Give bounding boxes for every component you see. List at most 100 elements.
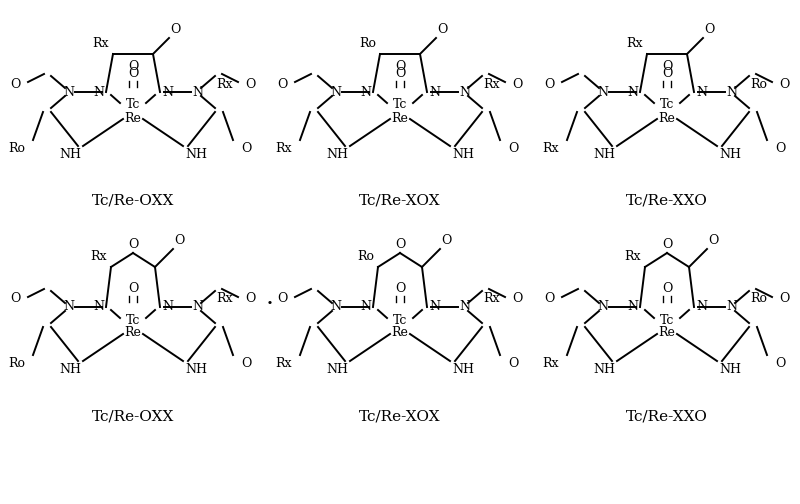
Text: Rx: Rx (542, 142, 559, 155)
Text: N: N (459, 300, 470, 313)
Text: O: O (395, 282, 405, 295)
Text: O: O (441, 234, 451, 247)
Text: Tc: Tc (126, 313, 140, 327)
Text: O: O (508, 357, 518, 370)
Text: Rx: Rx (483, 78, 499, 91)
Text: Re: Re (658, 111, 675, 124)
Text: Ro: Ro (8, 357, 25, 370)
Text: Ro: Ro (750, 292, 767, 305)
Text: O: O (395, 67, 405, 80)
Text: Rx: Rx (216, 78, 233, 91)
Text: O: O (545, 292, 555, 305)
Text: N: N (696, 300, 707, 313)
Text: NH: NH (326, 363, 348, 376)
Text: O: O (170, 23, 180, 36)
Text: O: O (508, 142, 518, 155)
Text: NH: NH (185, 363, 207, 376)
Text: Tc/Re-XOX: Tc/Re-XOX (359, 194, 441, 208)
Text: Re: Re (658, 327, 675, 340)
Text: NH: NH (59, 148, 81, 161)
Text: N: N (162, 86, 173, 98)
Text: ·: · (266, 292, 274, 316)
Text: O: O (10, 78, 21, 91)
Text: NH: NH (185, 148, 207, 161)
Text: Re: Re (391, 111, 409, 124)
Text: N: N (726, 86, 737, 98)
Text: Tc: Tc (660, 313, 674, 327)
Text: Rx: Rx (626, 37, 643, 50)
Text: N: N (63, 86, 74, 98)
Text: Tc/Re-OXX: Tc/Re-OXX (92, 409, 174, 423)
Text: O: O (779, 292, 790, 305)
Text: O: O (704, 23, 714, 36)
Text: N: N (360, 86, 371, 98)
Text: O: O (437, 23, 447, 36)
Text: N: N (192, 300, 203, 313)
Text: N: N (192, 86, 203, 98)
Text: O: O (395, 60, 405, 74)
Text: Ro: Ro (8, 142, 25, 155)
Text: N: N (696, 86, 707, 98)
Text: O: O (245, 78, 255, 91)
Text: Rx: Rx (483, 292, 499, 305)
Text: O: O (128, 238, 138, 251)
Text: NH: NH (452, 148, 474, 161)
Text: O: O (779, 78, 790, 91)
Text: Re: Re (125, 111, 142, 124)
Text: Rx: Rx (216, 292, 233, 305)
Text: O: O (128, 282, 138, 295)
Text: N: N (93, 86, 104, 98)
Text: NH: NH (593, 148, 615, 161)
Text: O: O (278, 292, 288, 305)
Text: N: N (330, 300, 341, 313)
Text: NH: NH (719, 363, 741, 376)
Text: NH: NH (719, 148, 741, 161)
Text: N: N (459, 86, 470, 98)
Text: O: O (174, 234, 184, 247)
Text: Rx: Rx (625, 250, 641, 263)
Text: Tc: Tc (126, 98, 140, 111)
Text: O: O (662, 60, 672, 74)
Text: O: O (241, 357, 251, 370)
Text: Ro: Ro (359, 37, 376, 50)
Text: O: O (708, 234, 718, 247)
Text: N: N (360, 300, 371, 313)
Text: O: O (128, 60, 138, 74)
Text: Ro: Ro (357, 250, 374, 263)
Text: NH: NH (593, 363, 615, 376)
Text: O: O (512, 292, 522, 305)
Text: O: O (662, 67, 672, 80)
Text: Ro: Ro (750, 78, 767, 91)
Text: O: O (775, 142, 786, 155)
Text: Rx: Rx (93, 37, 109, 50)
Text: N: N (726, 300, 737, 313)
Text: N: N (597, 86, 608, 98)
Text: Tc/Re-XXO: Tc/Re-XXO (626, 409, 708, 423)
Text: N: N (429, 86, 440, 98)
Text: O: O (662, 282, 672, 295)
Text: N: N (597, 300, 608, 313)
Text: Rx: Rx (275, 142, 292, 155)
Text: Re: Re (125, 327, 142, 340)
Text: Tc/Re-OXX: Tc/Re-OXX (92, 194, 174, 208)
Text: Rx: Rx (90, 250, 107, 263)
Text: N: N (429, 300, 440, 313)
Text: NH: NH (452, 363, 474, 376)
Text: O: O (241, 142, 251, 155)
Text: N: N (63, 300, 74, 313)
Text: Rx: Rx (275, 357, 292, 370)
Text: O: O (245, 292, 255, 305)
Text: Tc/Re-XXO: Tc/Re-XXO (626, 194, 708, 208)
Text: N: N (330, 86, 341, 98)
Text: N: N (627, 86, 638, 98)
Text: O: O (10, 292, 21, 305)
Text: NH: NH (59, 363, 81, 376)
Text: Tc: Tc (660, 98, 674, 111)
Text: N: N (93, 300, 104, 313)
Text: O: O (395, 238, 405, 251)
Text: N: N (162, 300, 173, 313)
Text: NH: NH (326, 148, 348, 161)
Text: O: O (128, 67, 138, 80)
Text: Tc: Tc (393, 313, 407, 327)
Text: O: O (278, 78, 288, 91)
